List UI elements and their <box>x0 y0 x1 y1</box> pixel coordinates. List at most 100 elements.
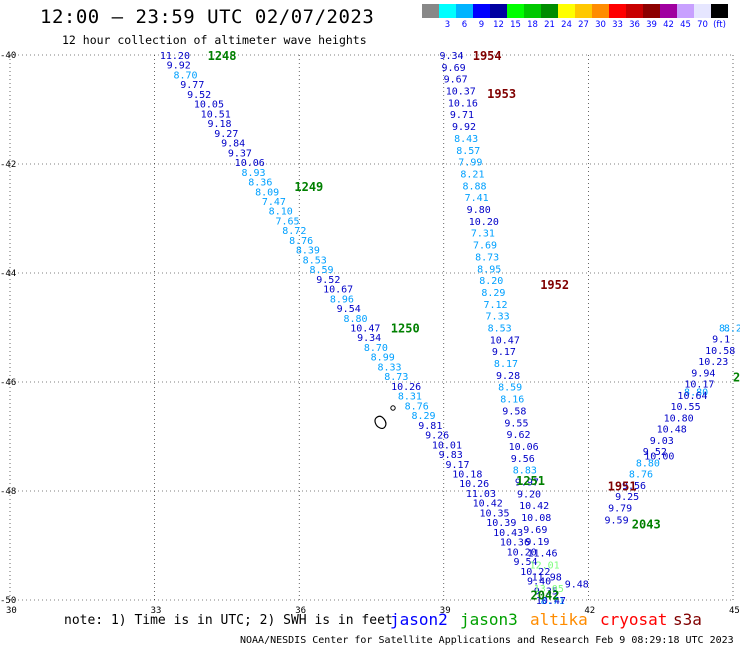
wave-height-value: 10.39 <box>486 518 516 529</box>
wave-height-value: 8.93 <box>241 168 265 179</box>
wave-height-value: 9.26 <box>425 431 449 442</box>
wave-height-value: 9.37 <box>228 148 252 159</box>
color-bin-label: 33 <box>612 20 623 30</box>
color-bin-14 <box>660 4 677 18</box>
wave-height-value: 8.20 <box>479 276 503 287</box>
wave-height-value: 10.17 <box>684 380 714 391</box>
wave-height-value: 8.80 <box>636 458 660 469</box>
wave-height-value: 10.20 <box>507 547 537 558</box>
wave-height-value: 9.52 <box>316 275 340 286</box>
wave-height-value: 8. <box>719 324 731 335</box>
wave-height-value: 11.20 <box>160 51 190 62</box>
wave-height-value: 8.53 <box>303 255 327 266</box>
color-bin-9 <box>575 4 592 18</box>
pass-label: 1954 <box>473 49 502 63</box>
wave-height-value: 8.59 <box>498 383 522 394</box>
lon-tick-label: 45 <box>729 606 740 616</box>
wave-height-value: 10.06 <box>235 158 265 169</box>
wave-height-value: 9.69 <box>442 63 466 74</box>
wave-height-value: 8.70 <box>173 70 197 81</box>
wave-height-value: 8.43 <box>454 134 478 145</box>
color-bin-label: 42 <box>663 20 674 30</box>
wave-height-value: 10.67 <box>323 285 353 296</box>
wave-height-value: 8.33 <box>377 362 401 373</box>
wave-height-value: 8.10 <box>269 207 293 218</box>
color-bin-label: 15 <box>510 20 521 30</box>
wave-height-value: 9.17 <box>445 460 469 471</box>
wave-height-value: 9.34 <box>439 51 463 62</box>
wave-height-value: 12.01 <box>530 560 560 571</box>
wave-height-value: 7.41 <box>465 193 489 204</box>
wave-height-value: 9.81 <box>418 421 442 432</box>
wave-height-value: 8.88 <box>462 181 486 192</box>
wave-height-value: 9.28 <box>496 371 520 382</box>
color-bin-label: 36 <box>629 20 640 30</box>
color-bin-label: (ft) <box>713 20 726 30</box>
wave-height-value: 9.56 <box>622 481 646 492</box>
lon-tick-label: 42 <box>584 606 595 616</box>
wave-height-value: 9.54 <box>337 304 361 315</box>
color-bin-2 <box>456 4 473 18</box>
wave-height-value: 10.23 <box>698 357 728 368</box>
color-bin-16 <box>694 4 711 18</box>
wave-height-value: 9.67 <box>444 75 468 86</box>
wave-height-value: 7.69 <box>473 241 497 252</box>
pass-label: 1250 <box>391 322 420 336</box>
lon-tick-label: 33 <box>151 606 162 616</box>
wave-height-value: 8.96 <box>330 294 354 305</box>
wave-height-value: 7.12 <box>483 300 507 311</box>
color-bin-17 <box>711 4 728 18</box>
wave-height-value: 7.31 <box>471 229 495 240</box>
wave-height-value: 10.64 <box>677 391 707 402</box>
wave-height-value: 9.92 <box>452 122 476 133</box>
color-bin-7 <box>541 4 558 18</box>
color-bin-0 <box>422 4 439 18</box>
wave-height-value: 10.35 <box>479 508 509 519</box>
wave-height-value: 10.43 <box>493 528 523 539</box>
wave-height-value: 9.18 <box>207 119 231 130</box>
lat-tick-label: -50 <box>0 596 16 606</box>
wave-height-value: 9.84 <box>221 139 245 150</box>
wave-height-value: 7.99 <box>458 158 482 169</box>
lon-tick-label: 39 <box>440 606 451 616</box>
wave-height-value: 8.36 <box>248 178 272 189</box>
wave-height-value: 10.05 <box>194 100 224 111</box>
wave-height-value: 9.03 <box>650 436 674 447</box>
color-bin-label: 3 <box>444 20 451 30</box>
color-bin-label: 39 <box>646 20 657 30</box>
color-bin-label: 30 <box>595 20 606 30</box>
wave-height-value: 10.42 <box>473 499 503 510</box>
island-outline <box>374 415 387 429</box>
wave-height-value: 10.58 <box>705 346 735 357</box>
wave-height-value: 8.20 <box>724 324 740 335</box>
wave-height-value: 9.35 <box>534 586 558 597</box>
wave-height-value: 8.53 <box>488 324 512 335</box>
wave-height-value: 9.71 <box>450 110 474 121</box>
color-bin-11 <box>609 4 626 18</box>
wave-height-value: 9.52 <box>643 447 667 458</box>
page-title: 12:00 – 23:59 UTC 02/07/2023 <box>40 6 375 28</box>
wave-height-value: 11.46 <box>527 549 557 560</box>
color-bin-5 <box>507 4 524 18</box>
page-subtitle: 12 hour collection of altimeter wave hei… <box>62 33 367 47</box>
wave-height-value: 9.17 <box>492 347 516 358</box>
wave-height-value: 9.48 <box>565 580 589 591</box>
wave-height-value: 8.21 <box>460 169 484 180</box>
wave-height-value: 10.18 <box>452 469 482 480</box>
wave-height-value: 10.00 <box>644 452 674 463</box>
wave-height-value: 9.34 <box>357 333 381 344</box>
wave-height-value: 10.26 <box>391 382 421 393</box>
wave-height-value: 8.80 <box>684 388 708 399</box>
pass-label: 2 <box>733 371 740 385</box>
wave-height-value: 9.69 <box>523 525 547 536</box>
wave-height-value: 9.52 <box>187 90 211 101</box>
wave-height-value: 10.37 <box>446 87 476 98</box>
lat-tick-label: -40 <box>0 51 16 61</box>
wave-height-value: 10.16 <box>448 98 478 109</box>
wave-height-value: 7.65 <box>275 216 299 227</box>
wave-height-value: 8.31 <box>398 392 422 403</box>
wave-height-value: 10.26 <box>459 479 489 490</box>
color-scale-labels: 3 6 9 12 15 18 21 24 27 30 33 36 39 42 45 70 (ft) <box>422 20 728 30</box>
wave-height-value: 10.08 <box>521 513 551 524</box>
